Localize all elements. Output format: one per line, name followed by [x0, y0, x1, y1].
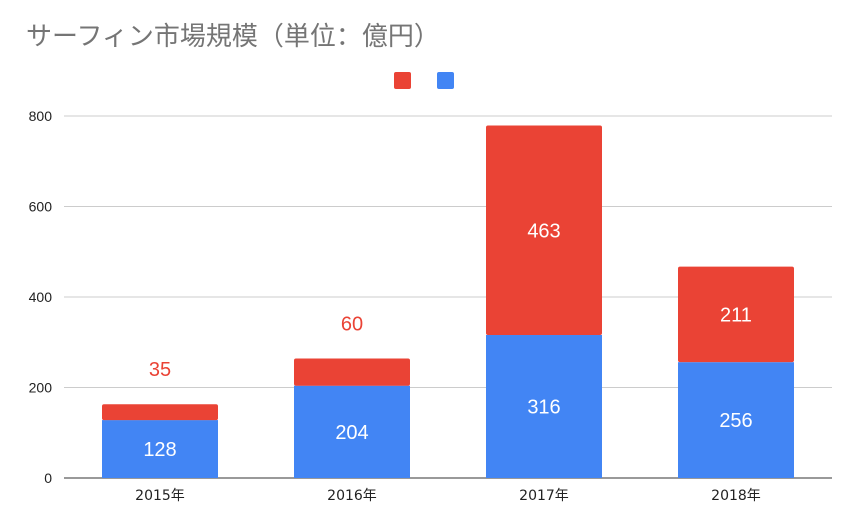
bar-red-2018年 [678, 266, 794, 363]
y-tick-label: 400 [29, 289, 53, 305]
data-label: 256 [719, 410, 752, 432]
data-label: 316 [527, 397, 560, 419]
x-tick-label: 2017年 [519, 488, 569, 504]
bar-blue-2016年 [294, 385, 410, 478]
bar-blue-2018年 [678, 362, 794, 478]
bar-red-2017年 [486, 125, 602, 336]
data-label: 60 [341, 314, 363, 336]
data-label: 211 [720, 304, 752, 326]
x-tick-label: 2015年 [135, 488, 185, 504]
x-tick-label: 2018年 [711, 488, 761, 504]
y-tick-label: 800 [29, 108, 53, 124]
data-label: 463 [527, 220, 560, 242]
legend [394, 72, 454, 89]
legend-swatch-red [394, 72, 411, 89]
data-label: 128 [143, 439, 176, 461]
data-label: 35 [149, 359, 171, 381]
bar-blue-2017年 [486, 335, 602, 478]
legend-swatch-blue [437, 72, 454, 89]
bar-red-2016年 [294, 358, 410, 386]
bar-blue-2015年 [102, 420, 218, 478]
x-tick-label: 2016年 [327, 488, 377, 504]
y-tick-label: 600 [29, 199, 53, 215]
data-label: 204 [335, 422, 368, 444]
bar-red-2015年 [102, 404, 218, 421]
y-tick-label: 0 [44, 470, 52, 486]
chart-title: サーフィン市場規模（単位：億円） [26, 22, 440, 52]
y-tick-label: 200 [29, 380, 53, 396]
